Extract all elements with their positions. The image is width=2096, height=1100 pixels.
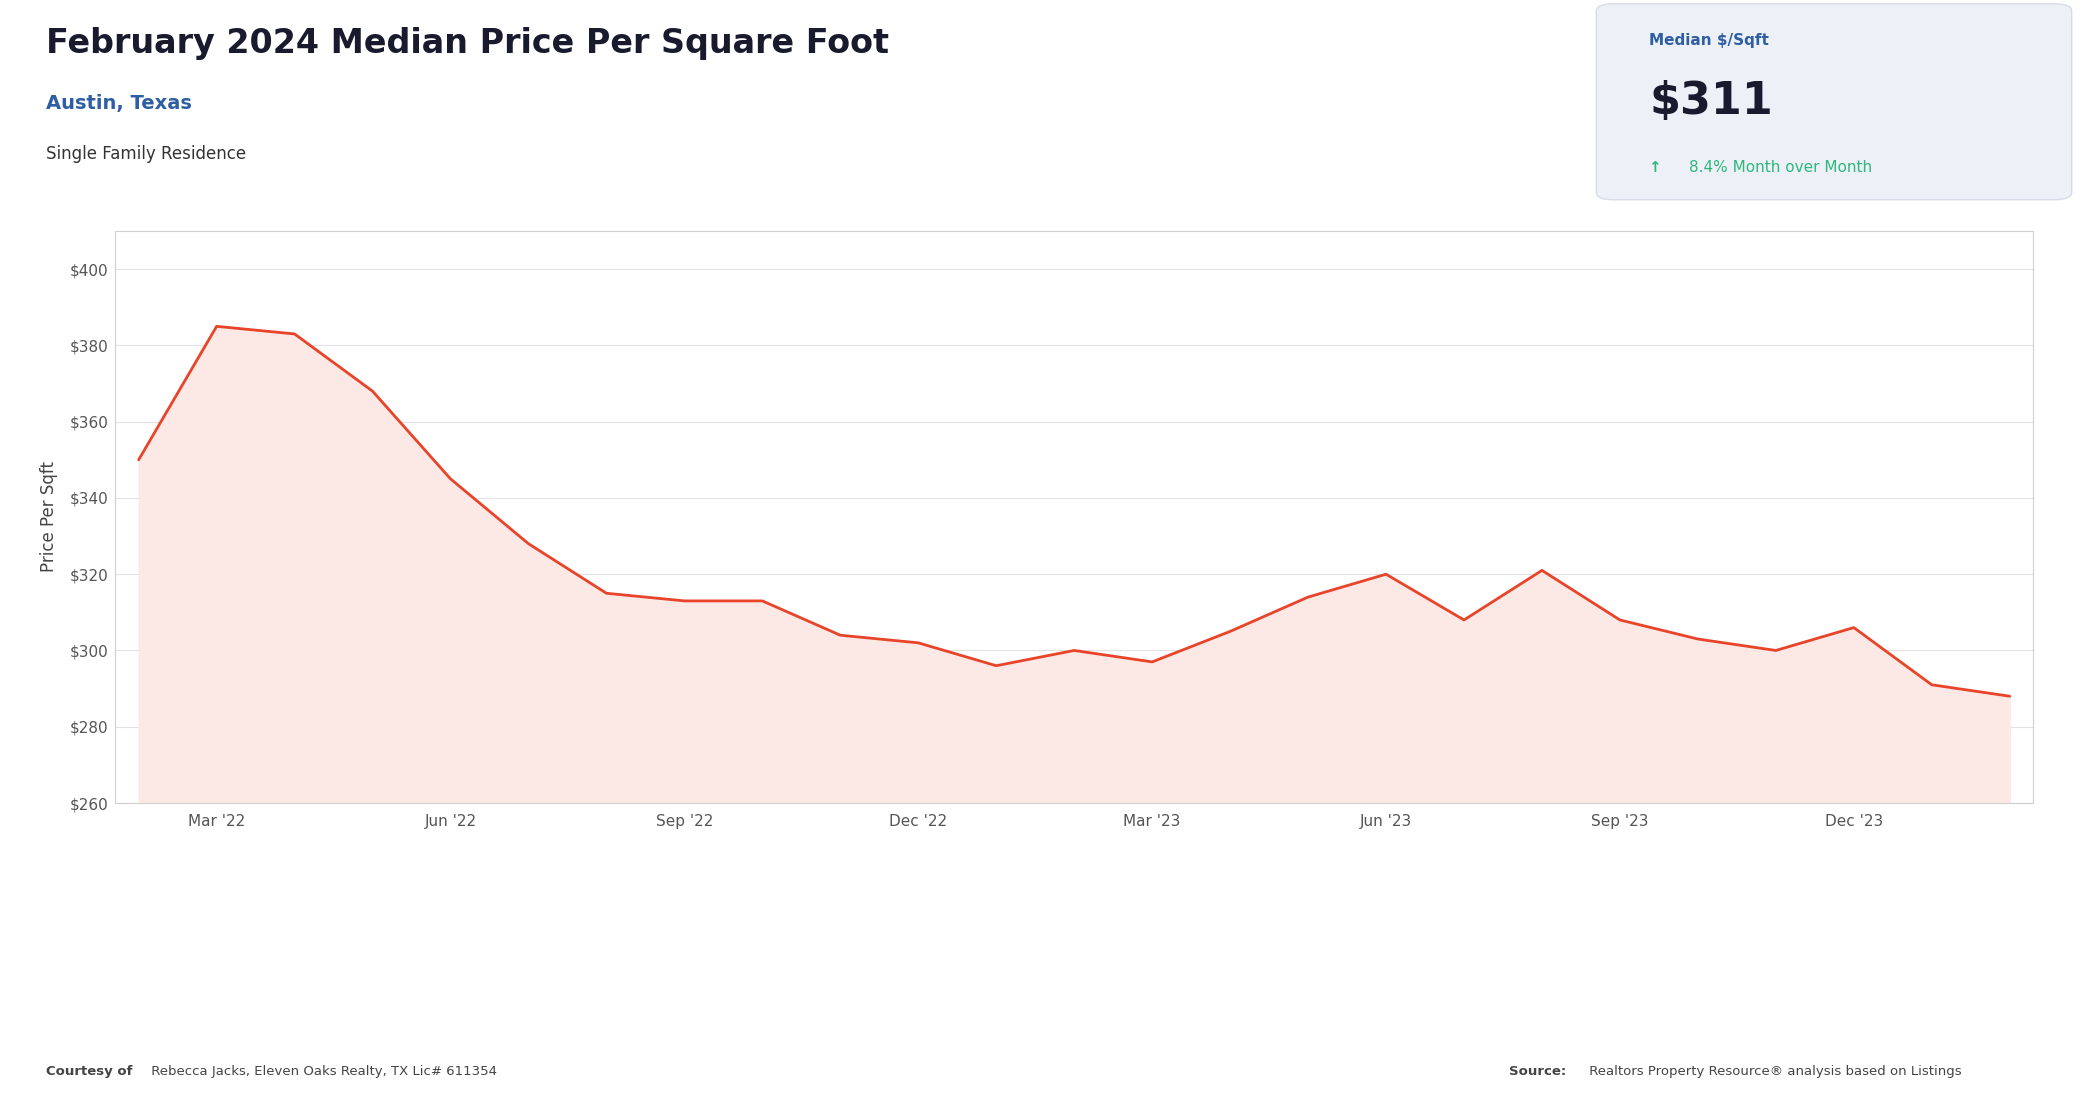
FancyBboxPatch shape <box>1597 3 2071 200</box>
Text: Austin, Texas: Austin, Texas <box>46 94 193 112</box>
Text: Courtesy of: Courtesy of <box>46 1065 132 1078</box>
Text: 8.4% Month over Month: 8.4% Month over Month <box>1689 160 1872 175</box>
Text: ↑: ↑ <box>1650 160 1666 175</box>
Text: Source:: Source: <box>1509 1065 1566 1078</box>
Y-axis label: Price Per Sqft: Price Per Sqft <box>40 462 59 572</box>
Bar <box>115 231 2033 803</box>
Text: Single Family Residence: Single Family Residence <box>46 145 245 163</box>
Text: $311: $311 <box>1650 80 1773 123</box>
Text: Realtors Property Resource® analysis based on Listings: Realtors Property Resource® analysis bas… <box>1585 1065 1962 1078</box>
Text: Median $/Sqft: Median $/Sqft <box>1650 33 1769 47</box>
Text: February 2024 Median Price Per Square Foot: February 2024 Median Price Per Square Fo… <box>46 28 889 60</box>
Text: Rebecca Jacks, Eleven Oaks Realty, TX Lic# 611354: Rebecca Jacks, Eleven Oaks Realty, TX Li… <box>147 1065 497 1078</box>
